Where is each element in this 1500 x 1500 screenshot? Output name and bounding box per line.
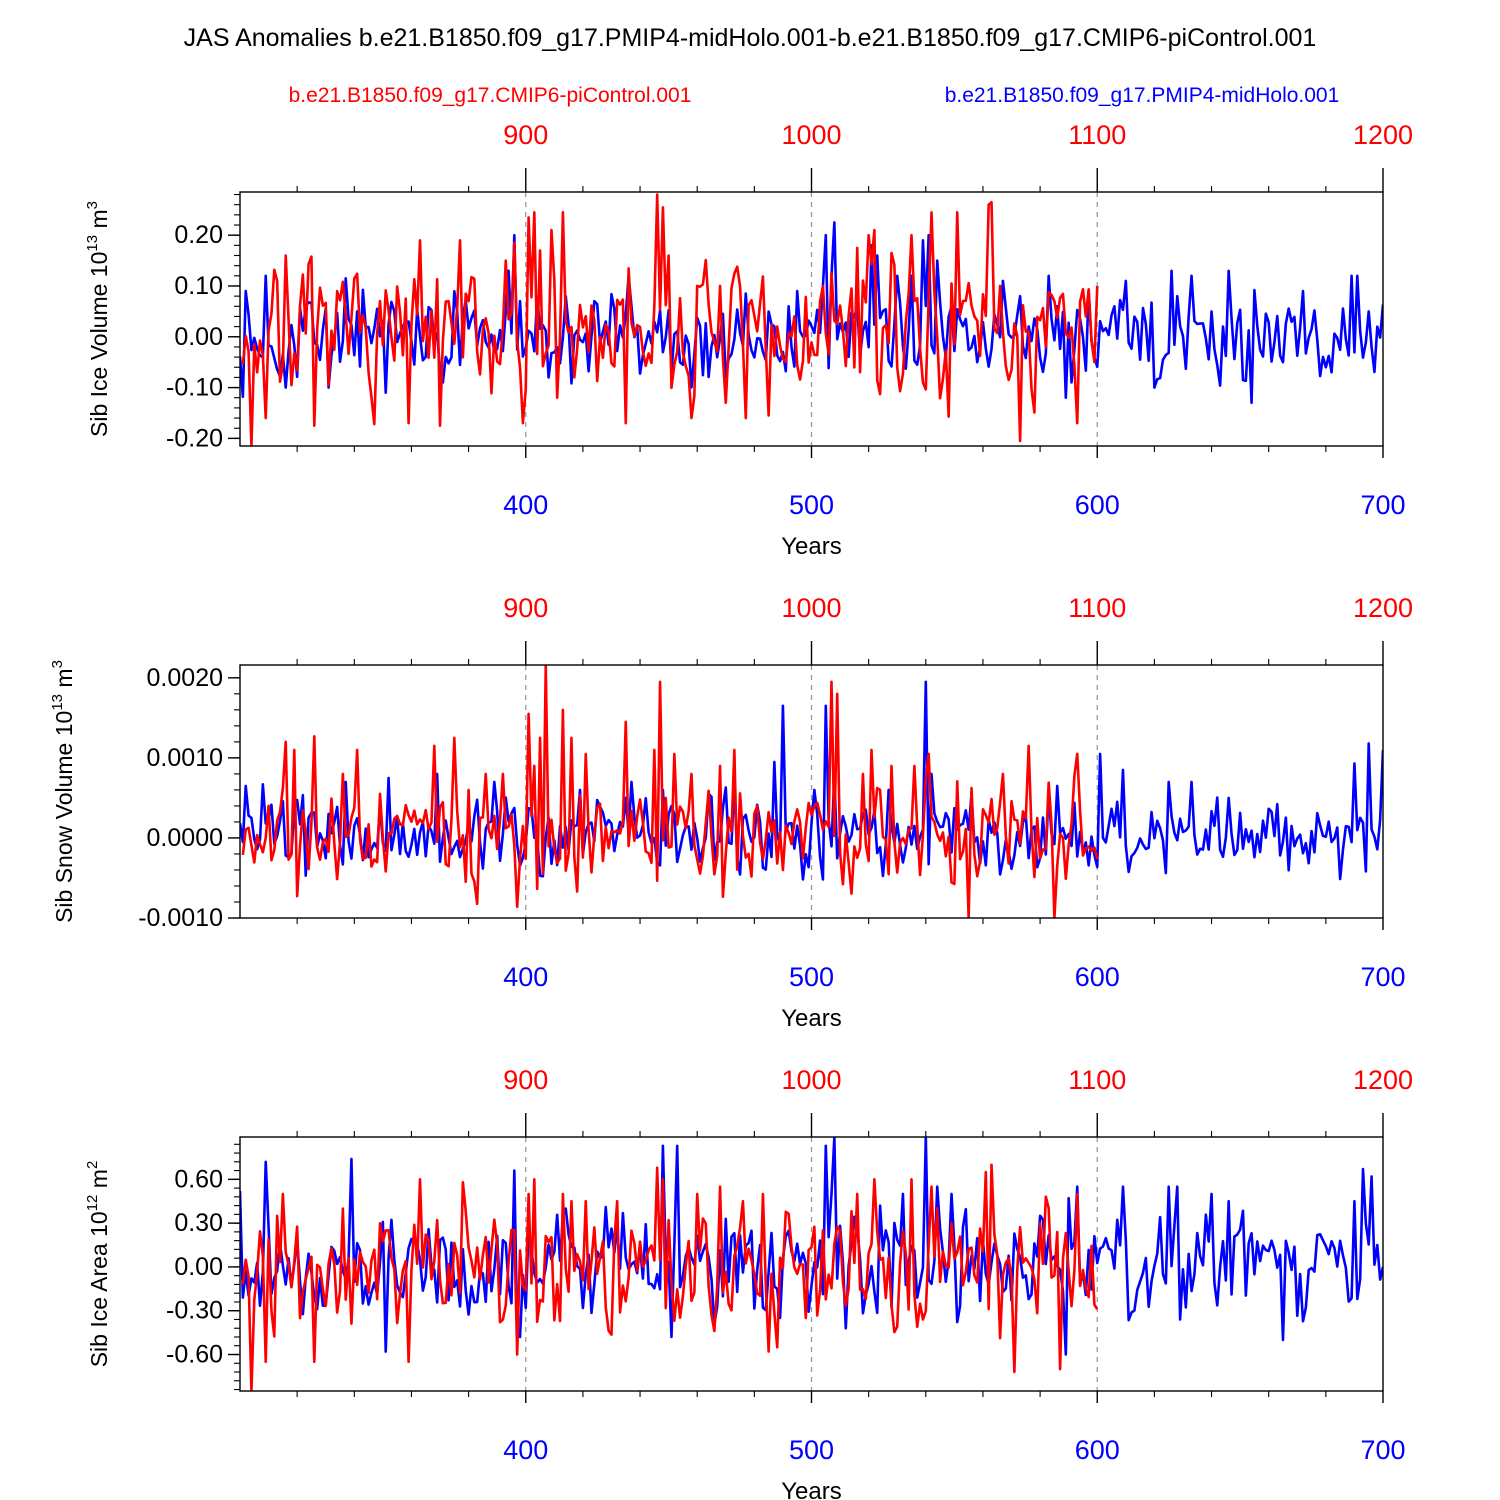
plot-frame [239,664,1384,919]
y-tick-label: 0.00 [174,323,223,351]
top-x-tick-label: 900 [503,1065,548,1095]
panel-3: -0.60 -0.30 0.00 0.30 0.60 400 500 600 700 900 100… [84,1065,1413,1500]
y-tick-label: -0.60 [166,1341,223,1369]
top-x-tick-label: 1000 [781,593,841,623]
x-tick-label: 400 [503,490,548,520]
x-tick-label: 400 [503,962,548,992]
top-x-tick-label: 1200 [1353,593,1413,623]
figure-title: JAS Anomalies b.e21.B1850.f09_g17.PMIP4-… [184,24,1317,52]
x-tick-label: 500 [789,1435,834,1465]
x-tick-label: 600 [1075,490,1120,520]
x-axis-label: Years [781,533,842,560]
y-axis-label: Sib Ice Area 1012 m2 [84,1161,112,1368]
x-tick-label: 600 [1075,962,1120,992]
y-tick-label: -0.10 [166,374,223,402]
y-tick-label: 0.30 [174,1209,223,1237]
panel-2: -0.0010 0.0000 0.0010 0.0020 400 500 600 700 900… [49,593,1413,1032]
top-x-tick-label: 1100 [1068,120,1126,150]
legend-label-midholo: b.e21.B1850.f09_g17.PMIP4-midHolo.001 [945,84,1340,107]
y-tick-label: -0.30 [166,1297,223,1325]
top-x-tick-label: 1200 [1353,1065,1413,1095]
x-axis-label: Years [781,1005,842,1032]
top-x-tick-label: 1000 [781,1065,841,1095]
y-tick-label: 0.00 [174,1253,223,1281]
y-tick-label: 0.0010 [147,744,223,772]
series-line-picontrol [241,1163,1099,1391]
top-x-tick-label: 900 [503,120,548,150]
x-tick-label: 400 [503,1435,548,1465]
x-tick-label: 600 [1075,1435,1120,1465]
top-x-tick-label: 1100 [1068,1065,1126,1095]
panel-1: -0.20 -0.10 0.00 0.10 0.20 400 500 600 700 900 100… [84,120,1413,560]
y-tick-label: 0.0020 [147,664,223,692]
x-axis-label: Years [781,1478,842,1500]
top-x-tick-label: 1000 [781,120,841,150]
top-x-tick-label: 1100 [1068,593,1126,623]
y-tick-label: -0.0010 [138,904,223,932]
x-tick-label: 700 [1360,490,1405,520]
panels: -0.20 -0.10 0.00 0.10 0.20 400 500 600 700 900 100… [49,120,1413,1500]
series-line-midholo [240,221,1383,405]
x-tick-label: 700 [1360,962,1405,992]
y-axis-label: Sib Snow Volume 1013 m3 [49,660,77,923]
series-line-picontrol [241,193,1099,446]
y-tick-label: 0.60 [174,1165,223,1193]
top-x-tick-label: 900 [503,593,548,623]
legend-label-picontrol: b.e21.B1850.f09_g17.CMIP6-piControl.001 [289,84,692,107]
y-tick-label: 0.0000 [147,824,223,852]
y-tick-label: 0.20 [174,221,223,249]
x-tick-label: 500 [789,490,834,520]
y-tick-label: 0.10 [174,272,223,300]
x-tick-label: 500 [789,962,834,992]
series-line-midholo [240,680,1383,881]
series-line-picontrol [241,665,1099,918]
y-tick-label: -0.20 [166,424,223,452]
top-x-tick-label: 1200 [1353,120,1413,150]
x-tick-label: 700 [1360,1435,1405,1465]
y-axis-label: Sib Ice Volume 1013 m3 [84,201,112,437]
